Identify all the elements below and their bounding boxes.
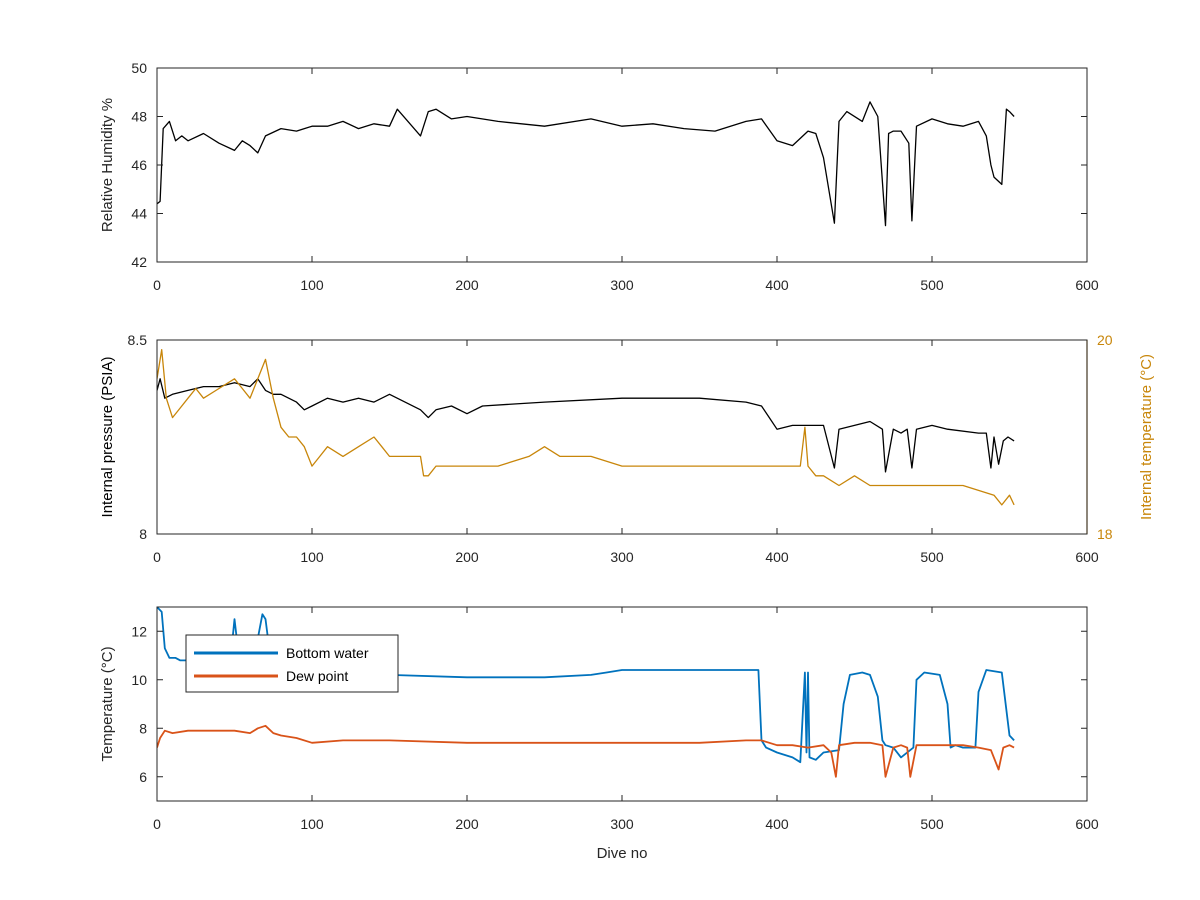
x-tick-label: 0 [153,277,161,293]
x-axis-label: Dive no [597,845,648,862]
legend-label-bottom-water: Bottom water [286,645,369,661]
y-tick-label: 8 [139,526,147,542]
x-tick-label: 200 [455,549,479,565]
internal-temperature-y-axis-label: Internal temperature (°C) [1138,354,1155,520]
x-tick-label: 400 [765,816,789,832]
legend-label-dew-point: Dew point [286,668,348,684]
y-tick-label: 10 [131,672,147,688]
humidity-panel: 0 100 200 300 400 500 600 42 44 46 48 50 Relative H… [99,60,1099,293]
pressure-y-axis-label: Internal pressure (PSIA) [99,357,116,518]
x-tick-label: 600 [1075,816,1099,832]
pressure-temperature-panel: 0 100 200 300 400 500 600 8 8.5 18 20 Internal pre… [99,332,1155,565]
series-line-humidity-series-0 [157,101,1015,227]
pressure-plot-lines [157,349,1015,506]
series-line-pressure-left-0 [157,378,1015,473]
legend-box [185,634,399,693]
y-tick-label: 46 [131,157,147,173]
y-tick-label: 8 [139,720,147,736]
x-tick-label: 500 [920,816,944,832]
x-tick-label: 0 [153,816,161,832]
humidity-axes-frame [156,67,1088,263]
x-tick-label: 600 [1075,277,1099,293]
x-tick-label: 200 [455,816,479,832]
y-tick-label: 6 [139,769,147,785]
x-tick-label: 100 [300,549,324,565]
series-line-dew-point [157,724,1015,778]
y-tick-label: 12 [131,623,147,639]
y2-tick-label: 18 [1097,526,1113,542]
pressure-axes-frame [156,339,1088,535]
x-tick-label: 200 [455,277,479,293]
x-tick-label: 400 [765,277,789,293]
y-tick-label: 44 [131,206,147,222]
y2-tick-label: 20 [1097,332,1113,348]
x-tick-label: 600 [1075,549,1099,565]
x-tick-label: 300 [610,277,634,293]
series-line-pressure-right-1 [157,349,1015,506]
x-tick-label: 500 [920,277,944,293]
temperature-axes-frame [156,606,1088,802]
x-tick-label: 400 [765,549,789,565]
x-tick-label: 0 [153,549,161,565]
temperature-panel: 0 100 200 300 400 500 600 6 8 10 12 Temperature (°… [99,606,1099,862]
x-tick-label: 500 [920,549,944,565]
x-tick-label: 100 [300,277,324,293]
x-tick-label: 100 [300,816,324,832]
y-tick-label: 42 [131,254,147,270]
y-tick-label: 8.5 [128,332,148,348]
x-tick-label: 300 [610,549,634,565]
x-tick-label: 300 [610,816,634,832]
humidity-y-axis-label: Relative Humidity % [99,98,116,232]
legend: Bottom water Dew point [185,634,399,693]
y-tick-label: 50 [131,60,147,76]
temperature-ticks: 0 100 200 300 400 500 600 6 8 10 12 [131,607,1099,832]
humidity-plot-lines [157,101,1015,227]
y-tick-label: 48 [131,109,147,125]
temperature-y-axis-label: Temperature (°C) [99,646,116,761]
